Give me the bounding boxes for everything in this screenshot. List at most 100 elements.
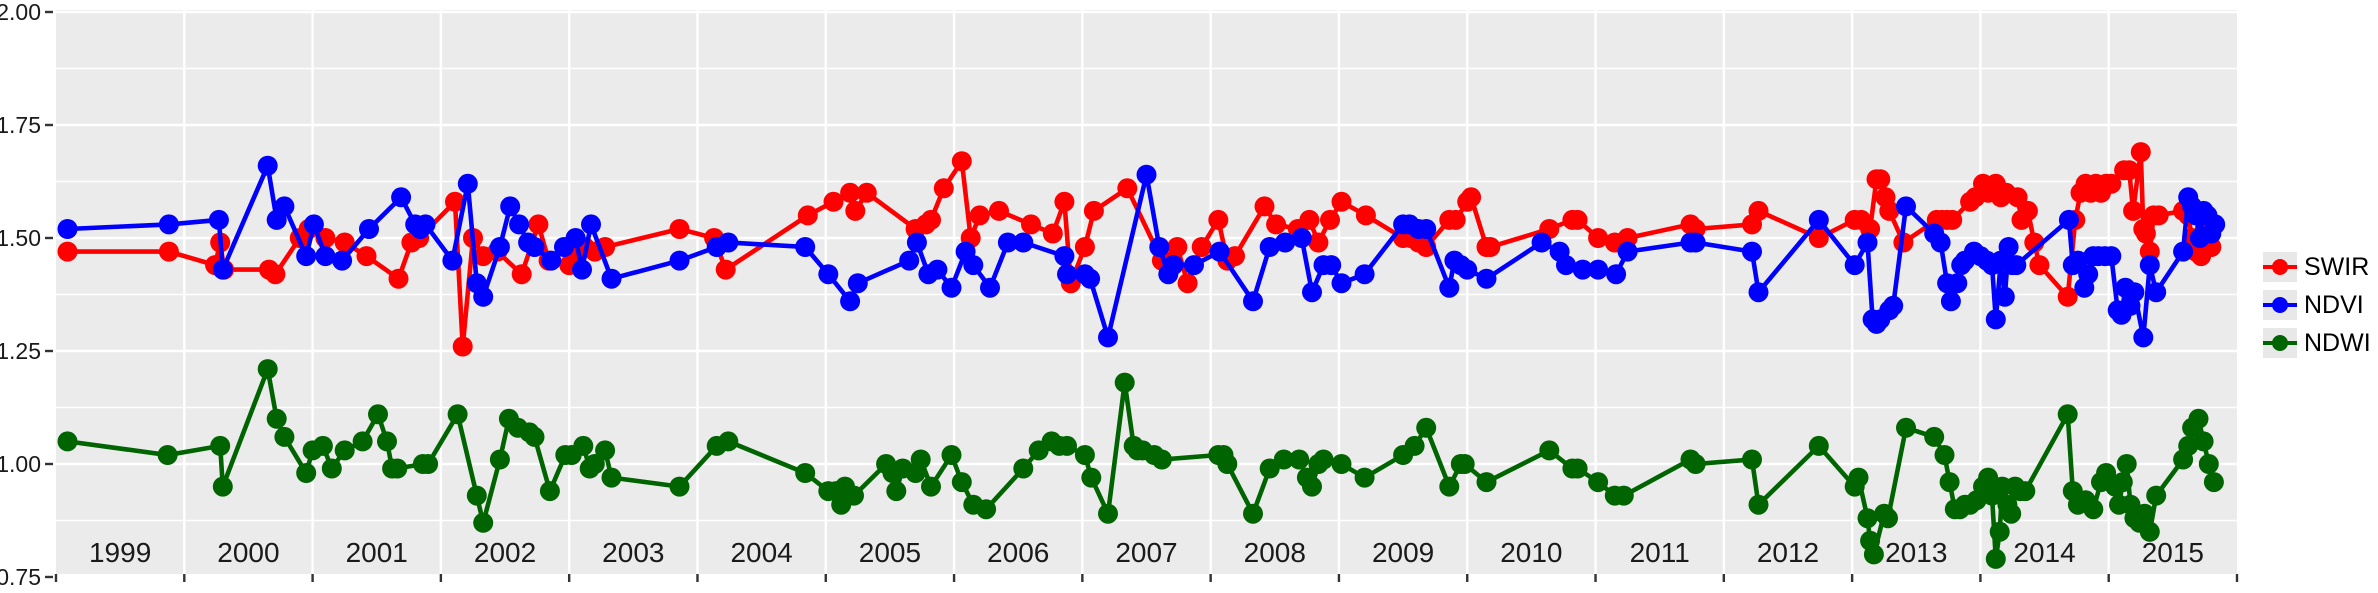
chart-legend: SWIR NDVI NDWI (2263, 252, 2371, 358)
y-axis-labels: 2.00 1.75 1.50 1.25 1.00 0.75 (0, 0, 41, 590)
data-point-ndvi (1057, 264, 1077, 285)
data-point-swir (1320, 209, 1340, 230)
data-point-ndvi (2067, 250, 2088, 271)
data-point-ndwi (274, 426, 295, 447)
data-point-ndvi (1054, 246, 1075, 267)
data-point-ndvi (1947, 273, 1968, 294)
svg-text:2.00: 2.00 (0, 0, 41, 25)
svg-text:2006: 2006 (987, 537, 1049, 568)
data-point-ndwi (601, 467, 622, 488)
data-point-ndwi (1567, 458, 1588, 479)
data-point-ndwi (352, 431, 373, 452)
legend-item-swir: SWIR (2263, 252, 2371, 282)
data-point-ndvi (1588, 259, 1609, 280)
data-point-swir (1355, 205, 1376, 226)
ndwi-line-dot-icon (2263, 328, 2297, 358)
data-point-ndvi (818, 264, 839, 285)
data-point-ndvi (257, 155, 278, 176)
svg-text:1999: 1999 (89, 537, 151, 568)
data-point-ndwi (2146, 485, 2167, 506)
data-point-swir (334, 232, 355, 253)
data-point-ndwi (2116, 454, 2137, 474)
data-point-swir (1054, 191, 1075, 212)
data-point-ndvi (1556, 255, 1576, 276)
data-point-swir (989, 200, 1009, 221)
data-point-ndwi (910, 449, 931, 470)
svg-text:2012: 2012 (1757, 537, 1819, 568)
data-point-ndvi (489, 237, 510, 257)
series-ndvi (57, 155, 2226, 348)
data-point-swir (1445, 209, 1466, 230)
svg-text:2001: 2001 (346, 537, 408, 568)
data-point-ndvi (1416, 219, 1437, 239)
data-point-ndvi (1136, 164, 1157, 185)
data-point-ndwi (1416, 417, 1437, 438)
legend-item-ndvi: NDVI (2263, 290, 2371, 320)
data-point-ndwi (524, 426, 545, 447)
data-point-ndvi (1748, 282, 1769, 303)
data-point-swir (921, 209, 941, 230)
data-point-ndvi (1209, 241, 1230, 262)
data-point-ndwi (1243, 503, 1263, 524)
svg-text:2013: 2013 (1885, 537, 1947, 568)
data-point-ndwi (2139, 521, 2160, 542)
data-point-swir (2029, 255, 2050, 276)
svg-text:1.75: 1.75 (0, 112, 41, 138)
data-point-ndwi (2178, 435, 2199, 456)
data-point-ndwi (334, 440, 355, 461)
svg-text:0.75: 0.75 (0, 564, 41, 590)
data-point-ndvi (980, 277, 1000, 298)
data-point-swir (2101, 173, 2122, 194)
data-point-ndwi (595, 440, 616, 461)
data-point-swir (2017, 200, 2038, 221)
data-point-swir (2130, 142, 2151, 163)
data-point-ndwi (1989, 521, 2010, 542)
data-point-swir (1208, 209, 1229, 230)
data-point-ndwi (321, 458, 342, 479)
data-point-swir (1117, 178, 1138, 199)
data-point-ndvi (1098, 327, 1118, 348)
data-point-ndwi (296, 463, 317, 483)
data-point-ndvi (1302, 282, 1322, 303)
x-axis-ticks (54, 574, 2239, 582)
data-point-ndvi (1998, 237, 2019, 257)
data-point-ndwi (1939, 472, 1960, 493)
data-point-ndvi (2133, 327, 2154, 348)
data-point-swir (1808, 228, 1829, 248)
data-point-ndvi (927, 259, 948, 280)
data-point-ndvi (1080, 268, 1101, 289)
data-point-ndvi (1457, 259, 1478, 280)
data-point-ndwi (447, 404, 468, 425)
data-point-ndwi (1808, 435, 1829, 456)
data-point-ndwi (1114, 372, 1135, 393)
data-point-swir (528, 214, 549, 235)
svg-text:2011: 2011 (1630, 537, 1690, 568)
data-point-ndvi (1321, 255, 1342, 276)
data-point-ndvi (1013, 232, 1034, 253)
data-point-ndvi (473, 286, 494, 307)
data-point-ndwi (387, 458, 408, 479)
svg-text:2002: 2002 (474, 537, 536, 568)
data-point-swir (1021, 214, 1041, 235)
data-point-ndwi (1013, 458, 1034, 479)
data-point-ndwi (1748, 494, 1769, 515)
data-point-ndvi (1275, 232, 1296, 253)
data-point-swir (1461, 187, 1482, 208)
ndvi-line-dot-icon (2263, 290, 2297, 320)
data-point-ndwi (212, 476, 233, 497)
data-point-ndwi (1217, 454, 1238, 474)
svg-text:1.00: 1.00 (0, 451, 41, 477)
data-point-ndvi (1331, 273, 1352, 294)
data-point-swir (1480, 237, 1501, 257)
y-axis-ticks (45, 10, 53, 579)
data-point-ndvi (208, 209, 229, 230)
data-point-ndvi (997, 232, 1018, 253)
data-point-ndwi (2134, 503, 2155, 524)
data-point-swir (856, 182, 877, 203)
data-point-ndvi (524, 237, 545, 257)
data-point-swir (1748, 200, 1769, 221)
data-point-ndwi (1848, 467, 1869, 488)
data-point-swir (2135, 223, 2156, 244)
data-point-ndwi (886, 481, 907, 502)
data-point-ndvi (509, 214, 530, 235)
